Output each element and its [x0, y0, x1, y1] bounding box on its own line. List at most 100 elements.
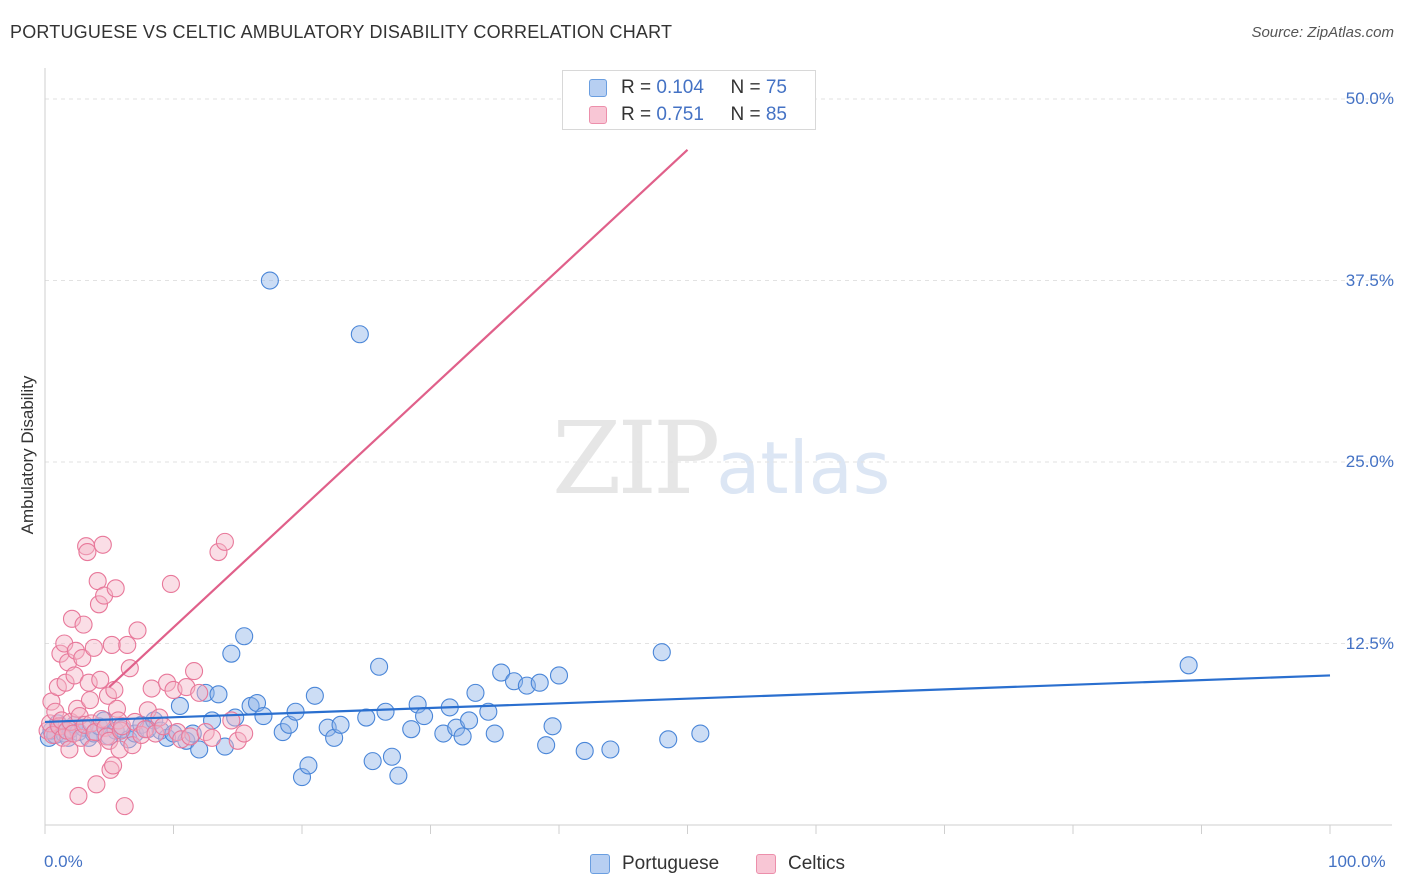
portuguese-point-75	[575, 741, 594, 761]
celtics-point-21	[69, 786, 88, 806]
portuguese-point-67	[485, 724, 504, 743]
celtics-point-50	[106, 579, 125, 598]
correlation-legend: R = 0.104 N = 75 R = 0.751 N = 85	[562, 70, 816, 130]
portuguese-point-63	[453, 727, 472, 746]
celtics-point-63	[136, 720, 155, 739]
portuguese-point-54	[376, 702, 395, 721]
celtics-point-11	[56, 673, 75, 692]
celtics-point-61	[128, 621, 147, 640]
y-tick-label-2: 37.5%	[1345, 270, 1394, 290]
portuguese-point-46	[305, 686, 324, 705]
portuguese-point-57	[402, 720, 421, 739]
celtics-point-19	[66, 641, 85, 660]
portuguese-point-76	[601, 740, 620, 759]
portuguese-point-26	[170, 696, 189, 715]
celtics-point-70	[161, 574, 180, 594]
celtics-point-81	[215, 532, 234, 551]
celtics-point-83	[228, 731, 247, 750]
portuguese-point-44	[292, 768, 312, 787]
x-tick-max: 100.0%	[1328, 852, 1386, 871]
y-tick-label-0: 12.5%	[1345, 633, 1394, 653]
celtics-point-24	[73, 648, 92, 668]
celtics-point-34	[86, 723, 105, 742]
n-label: N =	[730, 77, 766, 98]
portuguese-point-32	[209, 685, 228, 704]
portuguese-point-42	[280, 715, 299, 734]
celtics-point-80	[209, 542, 228, 562]
celtics-point-51	[107, 699, 127, 718]
n-value-portuguese: 75	[765, 77, 787, 98]
celtics-point-37	[89, 595, 109, 614]
portuguese-point-79	[691, 724, 710, 743]
chart-source: Source: ZipAtlas.com	[1251, 24, 1394, 41]
portuguese-point-53	[370, 657, 389, 676]
celtics-point-35	[87, 775, 106, 794]
portuguese-point-73	[543, 717, 562, 736]
celtics-point-47	[102, 635, 121, 655]
x-tick-min: 0.0%	[44, 852, 83, 871]
celtics-point-75	[181, 727, 200, 746]
r-label: R =	[621, 104, 657, 125]
portuguese-point-55	[382, 747, 402, 766]
watermark: ZIPatlas	[552, 400, 890, 517]
portuguese-point-45	[299, 756, 318, 775]
watermark-zip: ZIP	[552, 400, 720, 517]
celtics-point-40	[93, 535, 112, 554]
legend-swatch-celtics	[589, 106, 607, 124]
bottom-label-celtics: Celtics	[788, 853, 846, 874]
celtics-point-30	[80, 691, 100, 710]
portuguese-point-36	[235, 627, 254, 646]
n-value-celtics: 85	[765, 104, 787, 125]
celtics-point-59	[123, 736, 142, 755]
portuguese-point-38	[247, 693, 267, 713]
watermark-atlas: atlas	[716, 426, 891, 510]
portuguese-point-39	[254, 707, 273, 726]
r-label: R =	[621, 77, 657, 98]
celtics-point-28	[78, 542, 97, 562]
y-axis-label: Ambulatory Disability	[18, 375, 37, 535]
legend-text-celtics: R = 0.751 N = 85	[621, 104, 787, 126]
celtics-point-69	[158, 673, 177, 692]
chart-title: PORTUGUESE VS CELTIC AMBULATORY DISABILI…	[10, 22, 673, 42]
portuguese-point-59	[415, 707, 434, 726]
portuguese-point-34	[222, 644, 241, 663]
celtics-point-32	[83, 738, 102, 758]
portuguese-point-50	[350, 325, 369, 344]
r-value-portuguese: 0.104	[656, 77, 704, 98]
portuguese-point-78	[659, 730, 678, 749]
bottom-swatch-portuguese	[590, 854, 610, 874]
bottom-label-portuguese: Portuguese	[622, 853, 720, 874]
portuguese-point-65	[466, 683, 485, 702]
portuguese-point-49	[331, 715, 350, 734]
celtics-point-25	[74, 615, 93, 634]
portuguese-point-48	[325, 728, 344, 747]
celtics-point-49	[105, 680, 124, 700]
portuguese-point-40	[260, 271, 279, 290]
portuguese-point-72	[537, 736, 556, 755]
portuguese-trend-line	[44, 674, 1331, 724]
celtics-point-79	[203, 728, 222, 747]
celtics-point-10	[55, 634, 74, 653]
celtics-point-57	[118, 635, 137, 655]
portuguese-point-29	[190, 740, 209, 759]
y-tick-label-1: 25.0%	[1345, 452, 1394, 472]
legend-swatch-portuguese	[589, 79, 607, 97]
portuguese-point-51	[357, 708, 376, 727]
portuguese-point-56	[389, 766, 408, 785]
r-value-celtics: 0.751	[656, 104, 704, 125]
celtics-point-16	[62, 609, 82, 628]
celtics-point-65	[142, 679, 161, 698]
celtics-point-41	[95, 586, 114, 605]
y-tick-label-3: 50.0%	[1345, 89, 1394, 109]
portuguese-point-80	[1179, 656, 1198, 675]
celtics-point-77	[190, 683, 209, 702]
portuguese-point-52	[363, 752, 382, 771]
celtics-point-38	[91, 670, 110, 689]
celtics-point-33	[84, 638, 103, 657]
celtics-point-18	[65, 666, 84, 685]
portuguese-point-77	[652, 643, 671, 662]
celtics-point-20	[68, 699, 87, 718]
portuguese-point-74	[549, 666, 569, 685]
celtics-trend-line	[108, 149, 689, 688]
